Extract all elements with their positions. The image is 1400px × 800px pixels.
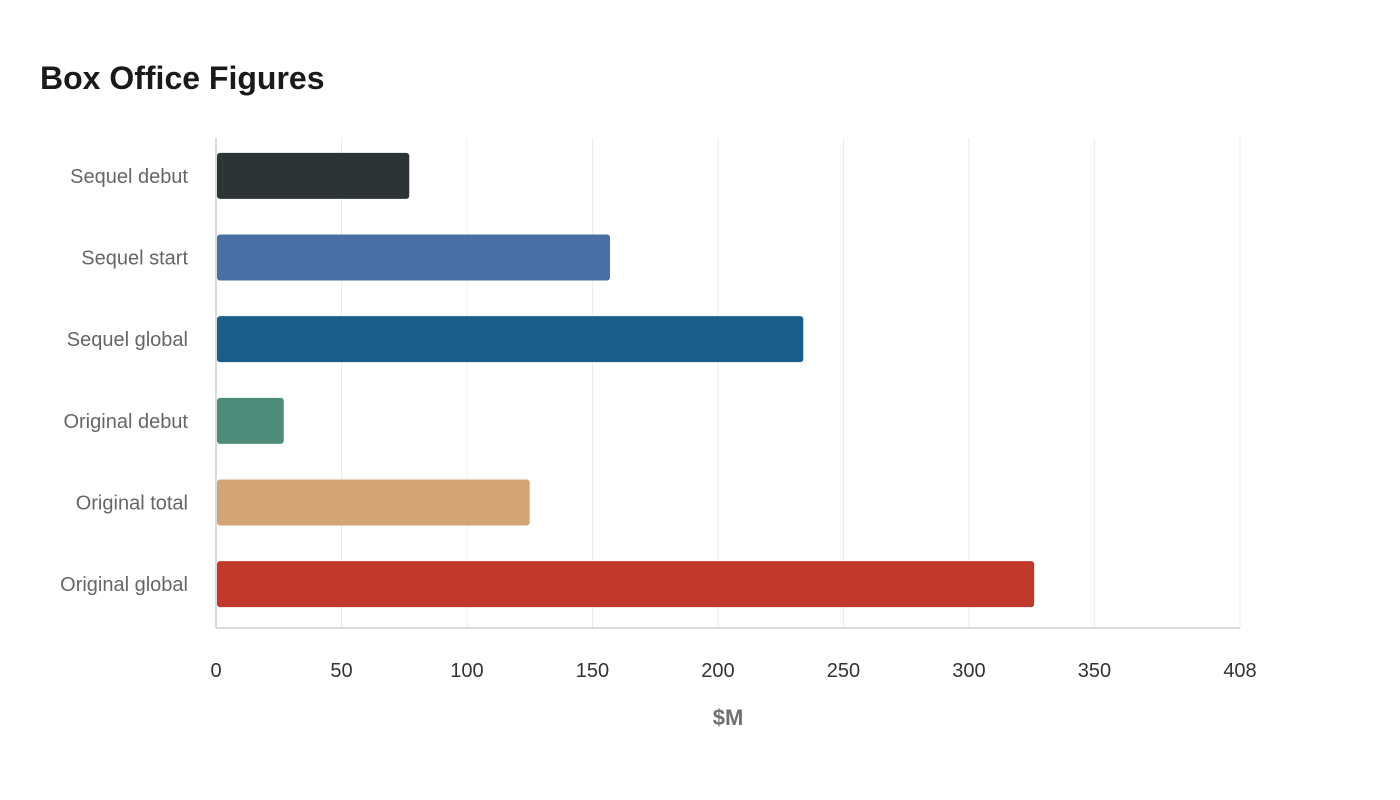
bar-original-global[interactable] (217, 561, 1035, 608)
category-label: Sequel debut (70, 166, 188, 188)
x-axis-title: $M (713, 705, 744, 730)
x-tick-labels: 0 50 100 150 200 250 300 350 408 (210, 660, 1256, 682)
x-tick-label: 50 (330, 660, 352, 682)
bar-sequel-debut[interactable] (217, 152, 410, 199)
bar-original-debut[interactable] (217, 397, 284, 444)
category-label: Sequel global (67, 329, 188, 351)
x-tick-label: 0 (210, 660, 221, 682)
x-tick-label: 350 (1078, 660, 1111, 682)
grid-lines (340, 138, 1241, 628)
x-tick-label: 250 (827, 660, 860, 682)
category-label: Original global (60, 574, 188, 596)
bars (217, 152, 1035, 608)
category-label: Original debut (63, 411, 188, 433)
chart-title: Box Office Figures (40, 60, 325, 96)
bar-original-total[interactable] (217, 479, 530, 526)
x-tick-label: 408 (1223, 660, 1256, 682)
x-tick-label: 150 (576, 660, 609, 682)
category-labels: Sequel debut Sequel start Sequel global Ori… (60, 166, 188, 596)
category-label: Sequel start (81, 248, 188, 270)
x-tick-label: 100 (450, 660, 483, 682)
x-tick-label: 200 (701, 660, 734, 682)
bar-sequel-start[interactable] (217, 234, 611, 281)
x-tick-label: 300 (952, 660, 985, 682)
category-label: Original total (76, 493, 188, 515)
bar-sequel-global[interactable] (217, 316, 804, 363)
axes (215, 138, 1240, 629)
